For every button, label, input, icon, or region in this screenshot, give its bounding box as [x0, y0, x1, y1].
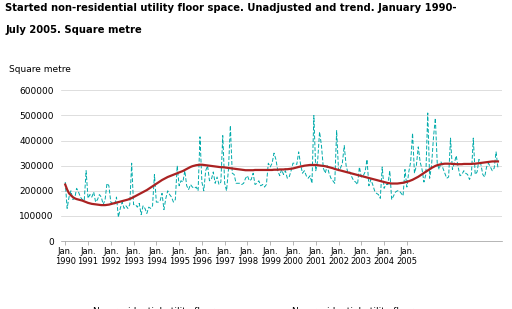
Text: Square metre: Square metre	[9, 65, 71, 74]
Text: Started non-residential utility floor space. Unadjusted and trend. January 1990-: Started non-residential utility floor sp…	[5, 3, 457, 13]
Legend: Non-residential utility floor space,
unadjusted, Non-residential utility floor
s: Non-residential utility floor space, una…	[66, 307, 414, 309]
Text: July 2005. Square metre: July 2005. Square metre	[5, 25, 142, 35]
